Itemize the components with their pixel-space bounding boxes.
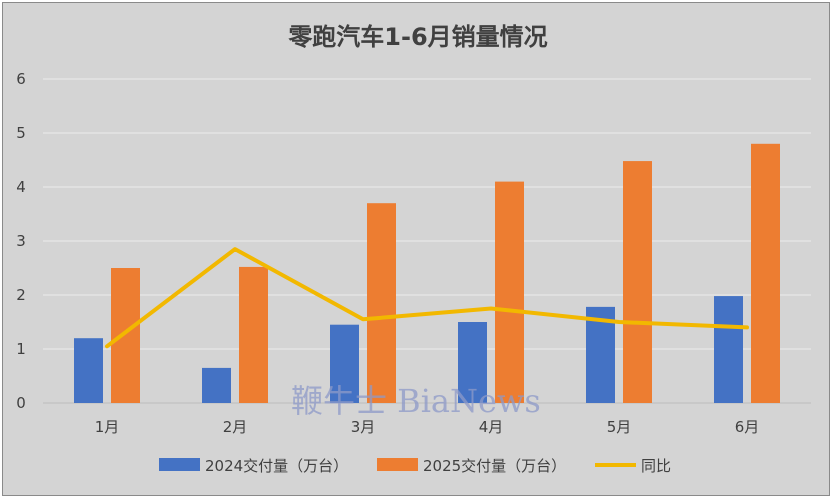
x-tick-label: 2月 — [223, 418, 248, 436]
legend-swatch — [159, 458, 200, 471]
legend: 2024交付量（万台） 2025交付量（万台） 同比 — [159, 457, 671, 475]
x-tick-label: 3月 — [351, 418, 376, 436]
x-tick-label: 4月 — [479, 418, 504, 436]
y-tick-label: 3 — [16, 232, 26, 250]
bar-2024 — [202, 367, 231, 403]
x-tick-label: 6月 — [735, 418, 760, 436]
bar-2025 — [623, 161, 652, 403]
y-tick-label: 0 — [16, 394, 26, 412]
bar-2025 — [495, 181, 524, 403]
bar-2024 — [330, 324, 359, 403]
y-tick-label: 6 — [16, 70, 26, 88]
y-tick-label: 1 — [16, 340, 26, 358]
bar-2024 — [458, 322, 487, 403]
bar-2025 — [751, 143, 780, 404]
bar-2025 — [367, 203, 396, 403]
chart-svg: 零跑汽车1-6月销量情况 0 1 2 3 4 5 6 1月 2月 3月 4月 5月 6月 鞭牛士 Bi… — [16, 23, 811, 475]
x-axis-ticks: 1月 2月 3月 4月 5月 6月 — [95, 418, 760, 436]
y-tick-label: 4 — [16, 178, 26, 196]
x-tick-label: 1月 — [95, 418, 120, 436]
gridlines — [43, 78, 811, 404]
chart-title: 零跑汽车1-6月销量情况 — [287, 23, 547, 51]
watermark-text: 鞭牛士 BiaNews — [291, 382, 541, 420]
bar-2025 — [239, 266, 268, 403]
x-tick-label: 5月 — [607, 418, 632, 436]
legend-label: 2024交付量（万台） — [205, 457, 348, 475]
line-series — [105, 247, 749, 349]
y-tick-label: 2 — [16, 286, 26, 304]
bars — [74, 143, 780, 404]
y-axis-ticks: 0 1 2 3 4 5 6 — [16, 70, 26, 412]
bar-2024 — [74, 338, 103, 403]
bar-2025 — [111, 268, 140, 403]
yoy-line — [105, 247, 749, 349]
bar-2024 — [714, 296, 743, 403]
legend-swatch — [377, 458, 418, 471]
legend-label: 同比 — [641, 457, 671, 475]
legend-label: 2025交付量（万台） — [423, 457, 566, 475]
y-tick-label: 5 — [16, 124, 26, 142]
